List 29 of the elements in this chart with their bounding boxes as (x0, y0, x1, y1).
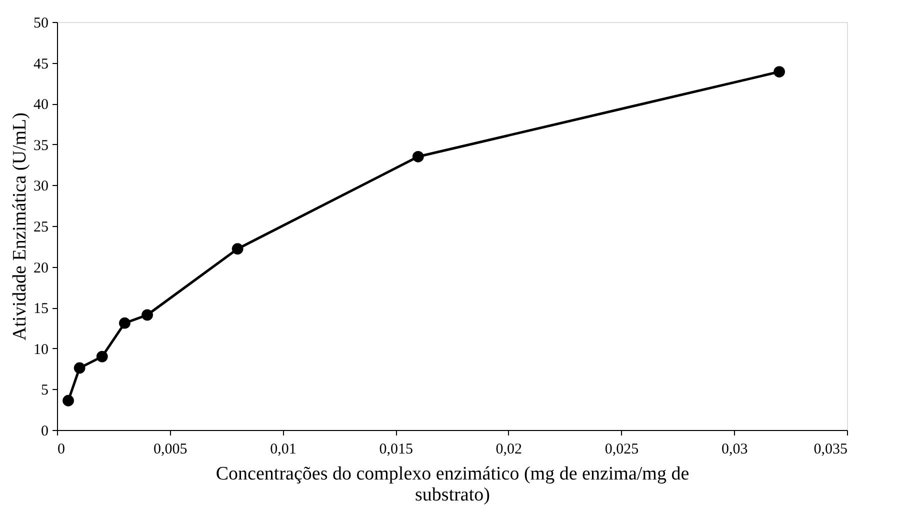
y-tick-label: 20 (34, 260, 48, 276)
y-tick-label: 30 (34, 178, 48, 195)
y-tick-label: 50 (34, 16, 48, 32)
x-tick-label: 0,005 (153, 442, 188, 458)
y-tick-label: 40 (34, 97, 48, 114)
x-axis-title: Concentrações do complexo enzimático (mg de enzima/mg de substrato) (216, 464, 690, 506)
point (774, 66, 785, 78)
point (62, 394, 74, 406)
x-tick-label: 0,03 (722, 442, 748, 458)
point (96, 350, 108, 362)
y-axis-title: Atividade Enzimática (U/mL) (10, 112, 30, 340)
y-tick-label: 45 (34, 56, 48, 72)
point (412, 150, 424, 162)
x-tick-label: 0,015 (379, 442, 413, 458)
y-tick-label: 15 (34, 301, 48, 318)
y-tick-label: 35 (34, 138, 48, 154)
y-tick-label: 0 (41, 424, 48, 440)
point (142, 309, 153, 321)
y-tick-label: 25 (34, 220, 48, 236)
point (74, 362, 86, 374)
x-tick-label: 0,035 (814, 442, 848, 458)
y-tick-label: 10 (34, 342, 48, 358)
x-tick-label: 0 (58, 442, 65, 458)
point (119, 317, 130, 329)
x-tick-label: 0,02 (496, 442, 522, 458)
point (232, 243, 244, 255)
x-tick-label: 0,01 (270, 442, 296, 458)
x-tick-label: 0,025 (604, 442, 639, 458)
y-tick-label: 5 (41, 382, 48, 399)
